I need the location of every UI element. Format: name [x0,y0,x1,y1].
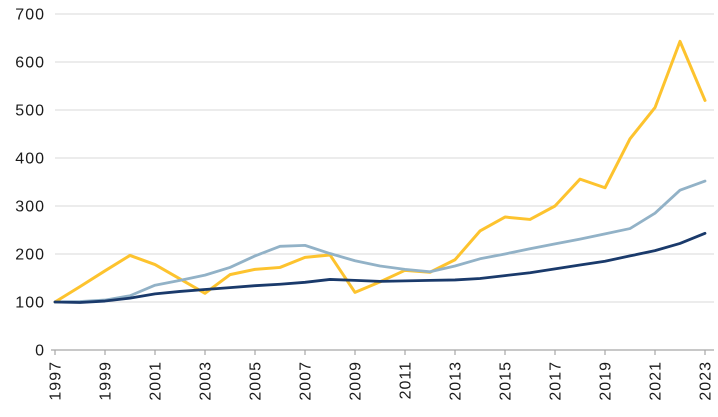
y-tick-label: 500 [15,103,45,120]
y-tick-label: 200 [15,247,45,264]
dark-blue-line [53,231,707,304]
x-tick-label: 2021 [648,361,665,401]
x-tick-label: 2019 [598,361,615,401]
x-tick-label: 2009 [348,361,365,401]
y-tick-label: 100 [15,295,45,312]
x-tick-label: 2013 [448,361,465,401]
light-blue-line [53,179,707,304]
x-tick-label: 2001 [148,361,165,401]
x-tick-label: 2005 [248,361,265,401]
x-tick-label: 1999 [98,361,115,401]
x-tick-label: 2017 [548,361,565,401]
x-tick-label: 1997 [48,361,65,401]
y-tick-label: 400 [15,151,45,168]
x-tick-label: 2015 [498,361,515,401]
y-tick-label: 700 [15,7,45,24]
x-tick-label: 2007 [298,361,315,401]
y-tick-label: 600 [15,55,45,72]
x-tick-label: 2011 [398,361,415,399]
x-tick-label: 2023 [698,361,715,401]
gold-line [53,39,707,304]
y-tick-label: 300 [15,199,45,216]
y-tick-label: 0 [35,343,45,360]
x-tick-label: 2003 [198,361,215,401]
